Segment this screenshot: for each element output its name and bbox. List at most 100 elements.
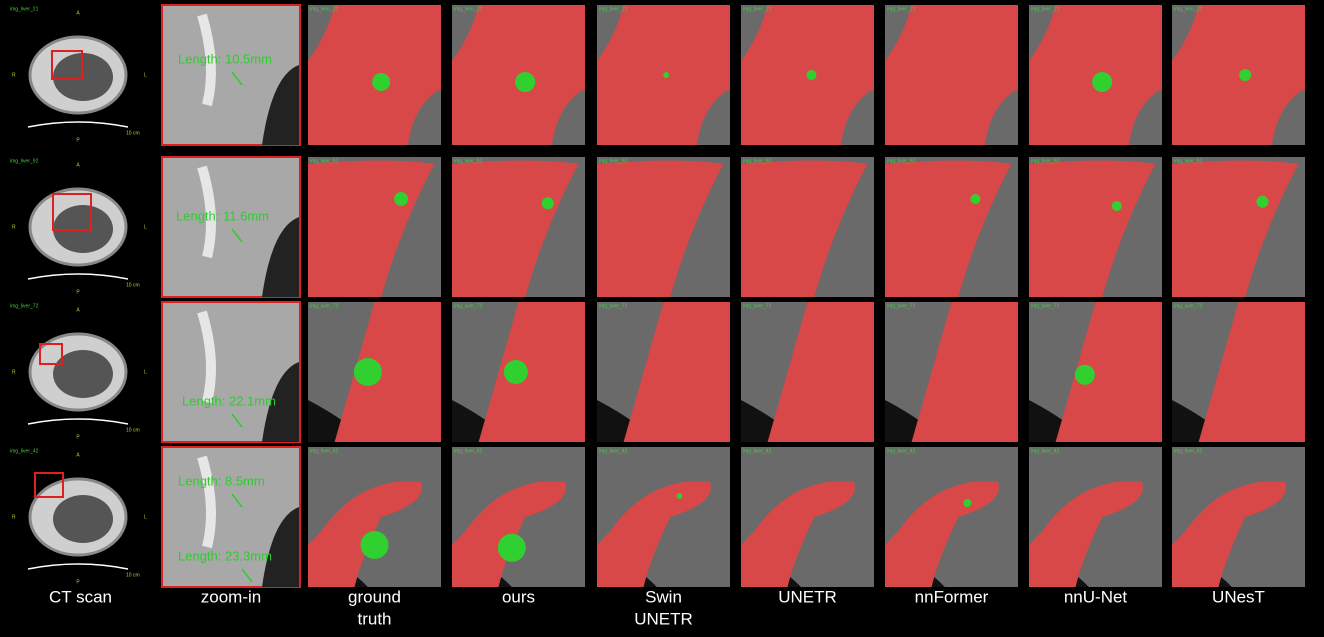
orient-right: L (144, 514, 147, 520)
ct-table (27, 418, 129, 425)
liver-mask (478, 302, 585, 442)
image-id: img_liver_92 (599, 158, 628, 164)
ct-table (27, 121, 129, 128)
tumor-mask (1239, 69, 1252, 81)
liver-mask (308, 481, 422, 587)
liver-mask (1198, 302, 1305, 442)
orient-right: L (144, 369, 147, 375)
column-label: truth (357, 609, 391, 628)
scale-label: 10 cm (126, 282, 140, 288)
image-id: img_liver_42 (1174, 448, 1203, 454)
orient-left: R (12, 224, 16, 230)
ct-table (27, 273, 129, 280)
orient-left: R (12, 369, 16, 375)
column-label: zoom-in (201, 587, 261, 606)
orient-bottom: P (76, 137, 80, 143)
measure-line (231, 493, 243, 508)
image-id: img_liver_92 (1174, 158, 1203, 164)
column-label: nnFormer (915, 587, 989, 606)
ct-table (27, 563, 129, 570)
image-id: img_liver_72 (599, 303, 628, 309)
liver-mask (1029, 160, 1156, 297)
image-id: img_liver_72 (1031, 303, 1060, 309)
length-annotation: Length: 23.3mm (178, 548, 272, 563)
liver-mask (334, 302, 441, 442)
orient-bottom: P (76, 289, 80, 295)
zoom-vessel (197, 165, 216, 259)
image-id: img_liver_92 (454, 158, 483, 164)
image-id: img_liver_92 (743, 158, 772, 164)
image-id: img_liver_42 (887, 448, 916, 454)
tumor-mask (963, 499, 972, 507)
zoom-vessel (197, 310, 216, 404)
length-annotation: Length: 22.1mm (182, 393, 276, 408)
liver-mask (1172, 160, 1299, 297)
zoom-vessel (197, 13, 216, 107)
tumor-mask (970, 194, 981, 204)
image-id: img_liver_42 (454, 448, 483, 454)
image-id: img_liver_72 (310, 303, 339, 309)
tumor-mask (497, 533, 526, 562)
orient-right: L (144, 72, 147, 78)
tumor-mask (1111, 201, 1122, 211)
image-id: img_liver_92 (887, 158, 916, 164)
image-id: img_liver_42 (743, 448, 772, 454)
column-label: nnU-Net (1064, 587, 1128, 606)
liver-mask (452, 160, 579, 297)
image-id: img_liver_72 (887, 303, 916, 309)
measure-line (231, 228, 243, 243)
zoom-vessel (197, 455, 216, 549)
tumor-mask (663, 72, 670, 78)
image-id: img_liver_72 (10, 303, 39, 309)
liver-mask (1172, 481, 1286, 587)
length-annotation: Length: 10.5mm (178, 51, 272, 66)
column-label: UNesT (1212, 587, 1265, 606)
tumor-mask (676, 493, 683, 499)
tumor-mask (806, 70, 817, 80)
ct-inner (53, 350, 113, 398)
column-label: UNETR (634, 609, 693, 628)
liver-mask (1029, 481, 1143, 587)
roi-box (52, 193, 92, 231)
column-label: Swin (645, 587, 682, 606)
column-label: UNETR (778, 587, 837, 606)
image-id: img_liver_21 (310, 6, 339, 12)
orient-left: R (12, 72, 16, 78)
tumor-mask (372, 73, 391, 91)
image-id: img_liver_72 (1174, 303, 1203, 309)
measure-line (241, 568, 253, 583)
image-id: img_liver_42 (310, 448, 339, 454)
column-label: ground (348, 587, 401, 606)
liver-mask (623, 302, 730, 442)
image-id: img_liver_72 (454, 303, 483, 309)
tumor-mask (1074, 364, 1095, 385)
measure-line (231, 413, 243, 428)
measure-line (231, 71, 243, 86)
orient-top: A (76, 307, 80, 313)
zoom-dark (262, 65, 299, 145)
liver-mask (741, 481, 855, 587)
image-id: img_liver_92 (10, 158, 39, 164)
orient-top: A (76, 452, 80, 458)
roi-box (51, 50, 83, 80)
ct-inner (53, 495, 113, 543)
scale-label: 10 cm (126, 130, 140, 136)
image-id: img_liver_72 (743, 303, 772, 309)
orient-right: L (144, 224, 147, 230)
zoom-dark (262, 362, 299, 442)
tumor-mask (353, 358, 382, 386)
tumor-mask (541, 197, 554, 210)
image-id: img_liver_21 (454, 6, 483, 12)
length-annotation: Length: 8.5mm (178, 473, 265, 488)
tumor-mask (360, 531, 389, 559)
zoom-dark (262, 507, 299, 587)
column-label: CT scan (49, 587, 112, 606)
tumor-mask (394, 192, 409, 206)
liver-mask (308, 5, 441, 145)
scale-label: 10 cm (126, 427, 140, 433)
image-id: img_liver_21 (10, 6, 39, 12)
tumor-mask (503, 360, 528, 384)
scale-label: 10 cm (126, 572, 140, 578)
roi-box (34, 472, 64, 498)
